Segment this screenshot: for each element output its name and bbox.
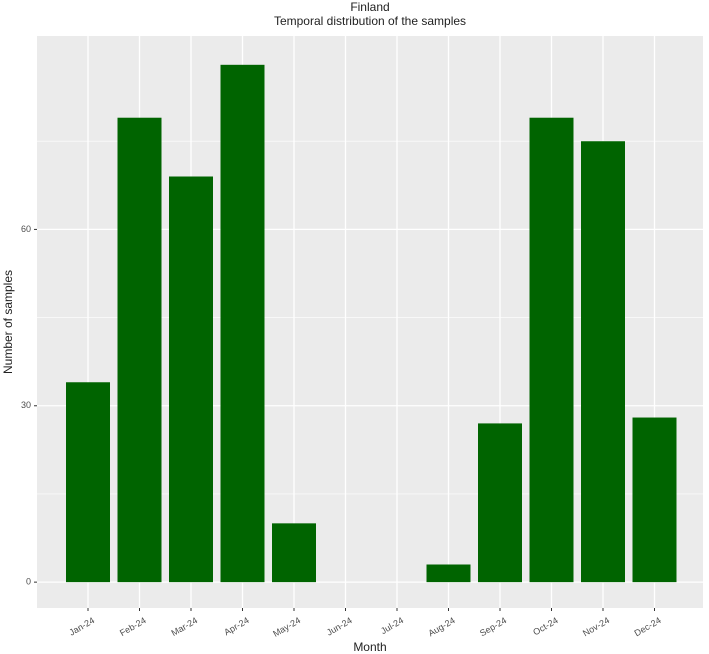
x-tick-label: Feb-24 (118, 615, 148, 638)
bar (426, 564, 471, 583)
chart-subtitle: Temporal distribution of the samples (274, 14, 466, 28)
bar (632, 417, 677, 583)
y-tick-label: 0 (26, 577, 31, 587)
bar (581, 141, 625, 583)
y-tick-label: 60 (21, 224, 31, 234)
x-tick-label: Sep-24 (478, 615, 508, 638)
x-tick-label: Nov-24 (581, 615, 611, 638)
chart-title: Finland (350, 0, 389, 14)
bar (169, 176, 213, 583)
bar (66, 382, 110, 583)
x-tick-label: Jul-24 (379, 615, 405, 636)
y-axis-label: Number of samples (1, 270, 15, 374)
x-tick-label: May-24 (271, 615, 302, 639)
x-tick-label: Oct-24 (531, 615, 559, 637)
x-tick-label: Jan-24 (67, 615, 96, 637)
x-axis-label: Month (353, 640, 386, 654)
x-tick-label: Mar-24 (169, 615, 199, 638)
bar (478, 423, 522, 583)
x-tick-label: Dec-24 (633, 615, 663, 638)
y-tick-label: 30 (21, 400, 31, 410)
x-tick-label: Apr-24 (222, 615, 250, 637)
x-tick-label: Jun-24 (325, 615, 354, 637)
bar (220, 64, 265, 583)
bar (529, 117, 574, 583)
bar (117, 117, 162, 583)
bar (272, 523, 316, 583)
x-tick-label: Aug-24 (427, 615, 457, 638)
